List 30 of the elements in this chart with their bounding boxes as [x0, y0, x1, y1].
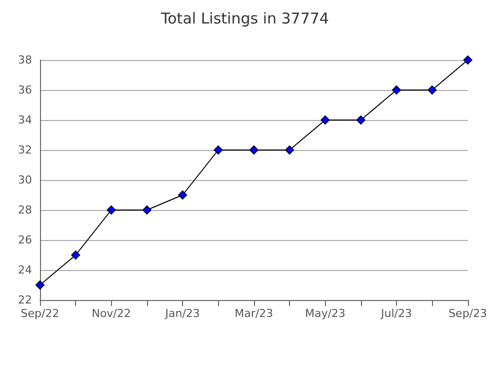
point — [428, 86, 437, 94]
point — [392, 86, 401, 94]
y-tick-label: 22 — [18, 294, 32, 306]
x-tick-label: Sep/23 — [448, 307, 487, 320]
y-tick-label: 36 — [18, 84, 32, 96]
point — [71, 250, 80, 260]
chart-title: Total Listings in 37774 — [160, 10, 329, 28]
point — [142, 206, 152, 214]
point — [285, 146, 294, 154]
point — [178, 190, 188, 200]
x-tick-label: Mar/23 — [234, 307, 274, 320]
point — [106, 206, 116, 214]
point — [463, 56, 472, 64]
y-tick-label: 30 — [18, 174, 32, 186]
point — [36, 280, 44, 290]
y-tick-label: 26 — [18, 234, 32, 246]
y-tick-label: 38 — [18, 54, 32, 66]
y-tick-label: 34 — [18, 114, 32, 126]
y-tick-label: 28 — [18, 204, 32, 216]
point — [320, 116, 330, 124]
x-tick-label: Jul/23 — [380, 307, 412, 320]
x-tick-label: Nov/22 — [92, 307, 131, 320]
x-tick-label: May/23 — [304, 307, 346, 320]
point — [356, 116, 366, 124]
y-tick-label: 32 — [18, 144, 32, 156]
point — [249, 146, 258, 154]
x-tick-label: Jan/23 — [164, 307, 200, 320]
x-tick-label: Sep/22 — [20, 307, 60, 320]
point — [214, 146, 223, 154]
y-tick-label: 24 — [18, 264, 32, 276]
